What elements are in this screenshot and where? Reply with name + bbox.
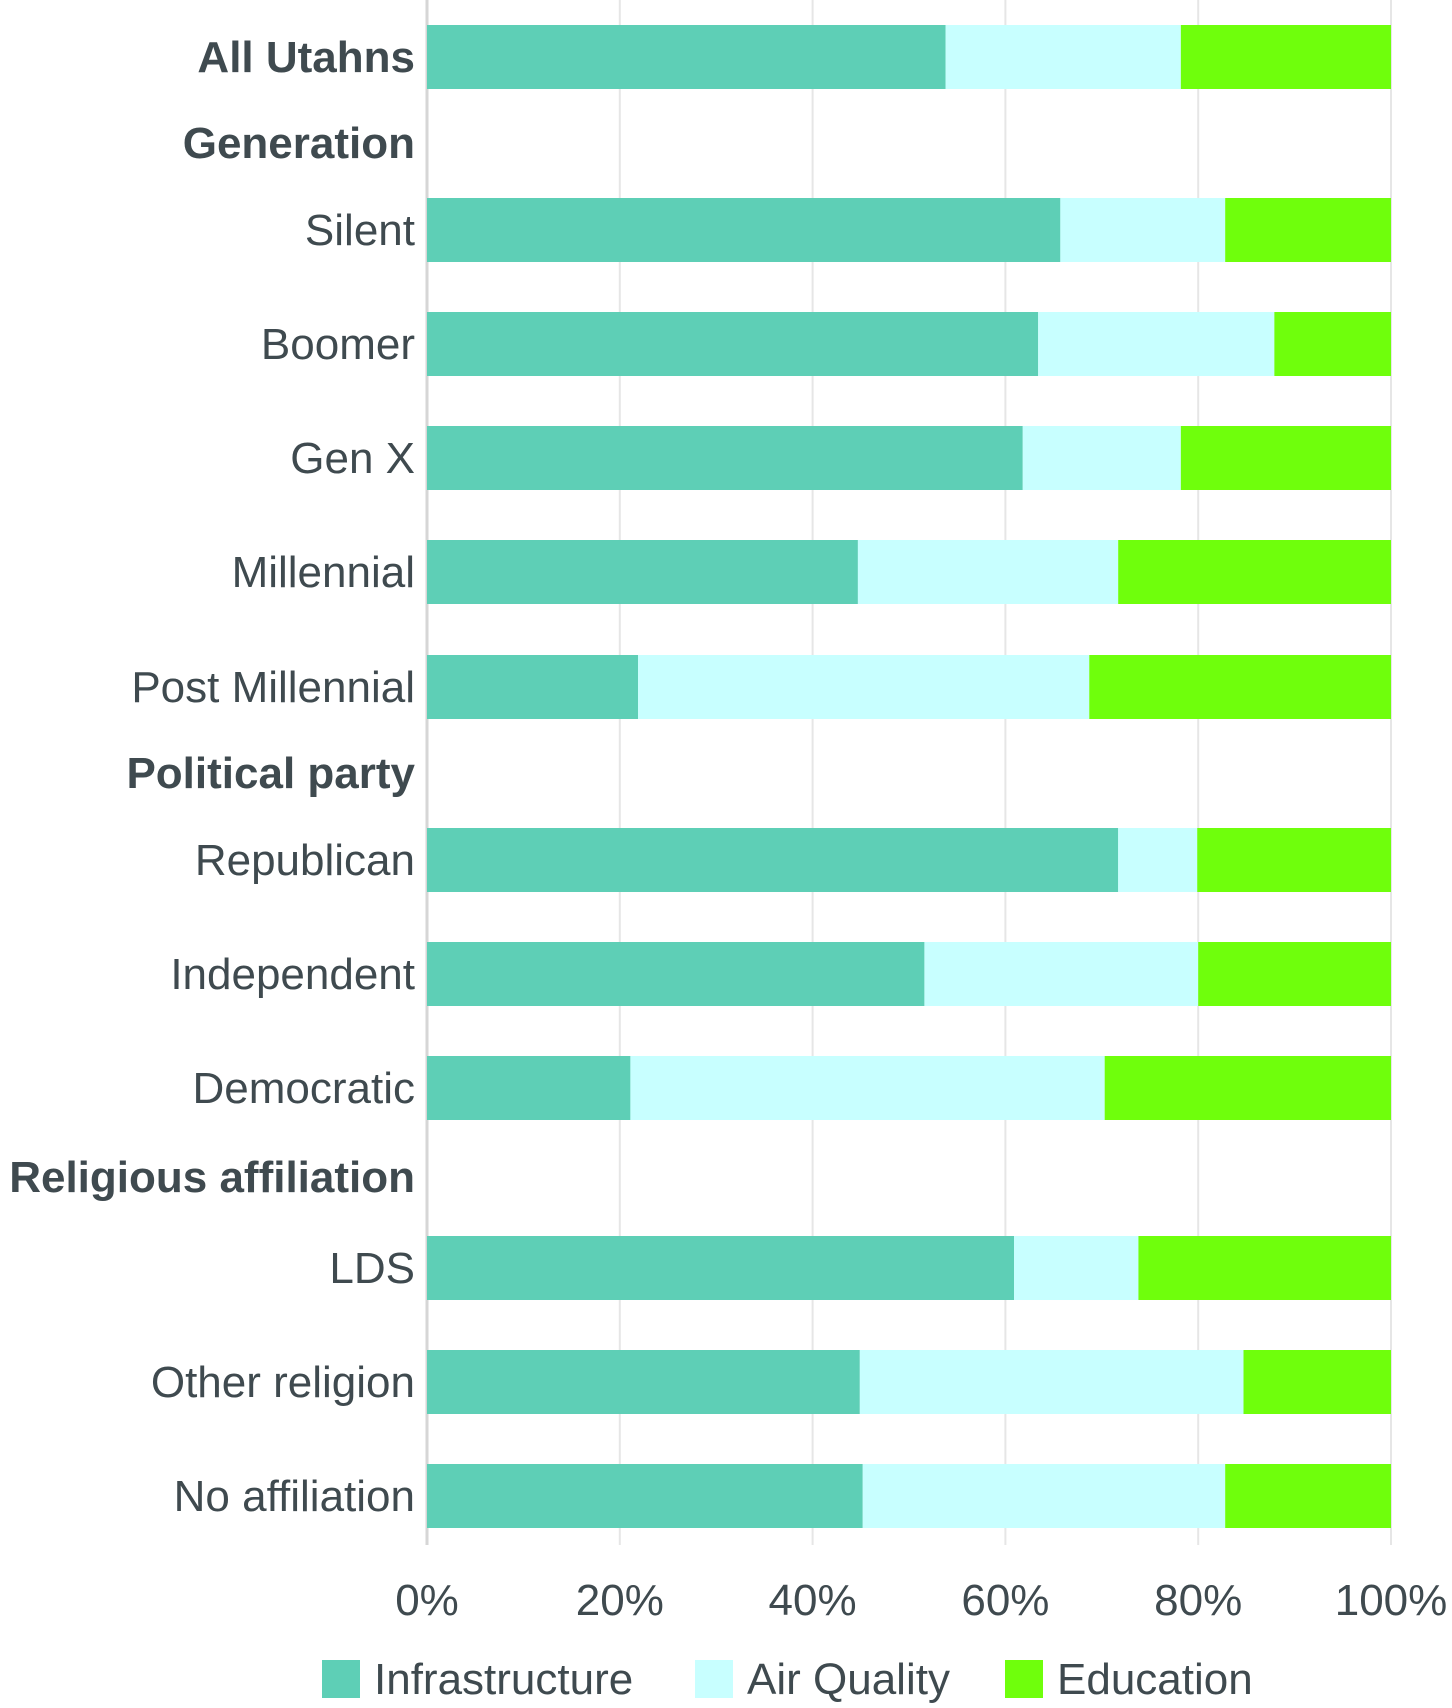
- bar-segment-education: [1118, 540, 1391, 604]
- bar-segment-air-quality: [1022, 426, 1181, 490]
- legend-swatch-air-quality: [695, 1660, 733, 1698]
- category-label: LDS: [329, 1244, 415, 1293]
- bar-segment-education: [1089, 655, 1391, 719]
- bar-segment-air-quality: [638, 655, 1090, 719]
- legend-label: Infrastructure: [374, 1655, 633, 1704]
- category-label: Gen X: [290, 434, 415, 483]
- bar-segment-education: [1274, 312, 1391, 376]
- x-tick-label: 40%: [769, 1576, 857, 1625]
- bar-segment-air-quality: [1118, 828, 1198, 892]
- x-tick-label: 0%: [395, 1576, 459, 1625]
- bar-segment-education: [1225, 198, 1391, 262]
- category-label: Silent: [305, 206, 415, 255]
- bar-segment-air-quality: [1014, 1236, 1139, 1300]
- x-tick-label: 60%: [961, 1576, 1049, 1625]
- x-tick-label: 100%: [1335, 1576, 1448, 1625]
- bar-segment-infrastructure: [427, 828, 1119, 892]
- legend-label: Education: [1057, 1655, 1253, 1704]
- x-tick-label: 80%: [1154, 1576, 1242, 1625]
- bar-segment-education: [1104, 1056, 1391, 1120]
- category-label: Other religion: [151, 1358, 415, 1407]
- category-label: Post Millennial: [131, 663, 415, 712]
- bar-segment-air-quality: [945, 25, 1181, 89]
- bar-segment-infrastructure: [427, 1464, 863, 1528]
- category-label: Boomer: [261, 320, 415, 369]
- bar-layer: [427, 25, 1391, 1528]
- bar-segment-infrastructure: [427, 198, 1061, 262]
- bar-segment-air-quality: [857, 540, 1119, 604]
- category-label: Political party: [126, 749, 415, 798]
- bar-segment-education: [1180, 426, 1391, 490]
- bar-segment-infrastructure: [427, 1350, 860, 1414]
- bar-segment-infrastructure: [427, 25, 946, 89]
- bar-segment-education: [1225, 1464, 1391, 1528]
- category-label: Democratic: [193, 1064, 416, 1113]
- bar-segment-infrastructure: [427, 942, 925, 1006]
- bar-segment-infrastructure: [427, 312, 1039, 376]
- category-label: Republican: [195, 836, 415, 885]
- bar-segment-education: [1243, 1350, 1391, 1414]
- legend-label: Air Quality: [747, 1655, 950, 1704]
- category-label: Independent: [170, 950, 415, 999]
- legend-swatch-education: [1005, 1660, 1043, 1698]
- x-axis-ticks: 0% 20% 40% 60% 80% 100%: [395, 1576, 1447, 1625]
- category-label: Millennial: [232, 548, 415, 597]
- bar-segment-air-quality: [859, 1350, 1244, 1414]
- category-label: No affiliation: [174, 1472, 415, 1521]
- bar-segment-education: [1180, 25, 1391, 89]
- bar-segment-air-quality: [630, 1056, 1105, 1120]
- bar-segment-infrastructure: [427, 655, 639, 719]
- bar-segment-air-quality: [1060, 198, 1226, 262]
- bar-segment-education: [1138, 1236, 1391, 1300]
- category-label: Generation: [183, 119, 415, 168]
- bar-segment-education: [1198, 942, 1391, 1006]
- x-tick-label: 20%: [576, 1576, 664, 1625]
- bar-segment-infrastructure: [427, 1236, 1015, 1300]
- bar-segment-infrastructure: [427, 1056, 631, 1120]
- category-label: All Utahns: [197, 33, 415, 82]
- bar-segment-education: [1197, 828, 1391, 892]
- legend: Infrastructure Air Quality Education: [322, 1655, 1253, 1704]
- category-label: Religious affiliation: [9, 1153, 415, 1202]
- bar-segment-infrastructure: [427, 426, 1023, 490]
- bar-segment-infrastructure: [427, 540, 858, 604]
- bar-segment-air-quality: [862, 1464, 1226, 1528]
- legend-swatch-infrastructure: [322, 1660, 360, 1698]
- category-labels: All Utahns Generation Silent Boomer Gen X Mil…: [9, 33, 415, 1521]
- bar-segment-air-quality: [1038, 312, 1275, 376]
- bar-segment-air-quality: [924, 942, 1199, 1006]
